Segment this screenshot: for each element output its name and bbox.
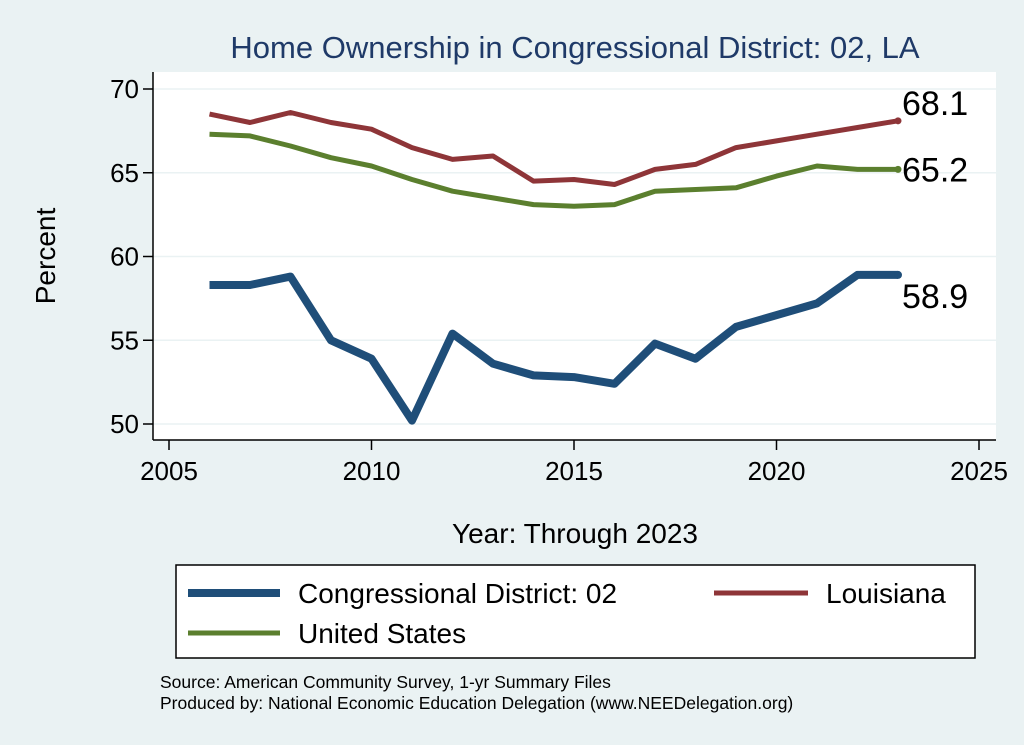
- legend-item-us: United States: [188, 618, 466, 649]
- end-label-district: 58.9: [902, 278, 968, 316]
- x-tick-label: 2015: [545, 456, 603, 486]
- x-axis-label: Year: Through 2023: [452, 518, 698, 549]
- axis-ticks: 50 55 60 65 70 2005 2010 2015 2020 2025: [110, 74, 1008, 486]
- x-tick-label: 2005: [140, 456, 198, 486]
- series-lines: [208, 110, 902, 425]
- grid-lines: [153, 88, 996, 425]
- y-tick-label: 50: [110, 409, 139, 439]
- chart-title: Home Ownership in Congressional District…: [230, 30, 919, 65]
- y-tick-label: 55: [110, 325, 139, 355]
- legend-box: [175, 564, 976, 659]
- end-label-louisiana: 68.1: [902, 85, 968, 123]
- source-line-2: Produced by: National Economic Education…: [160, 693, 793, 713]
- y-tick-label: 70: [110, 74, 139, 104]
- y-axis-label: Percent: [30, 208, 61, 305]
- series-line-us: [209, 131, 898, 209]
- x-tick-label: 2020: [748, 456, 806, 486]
- end-point-district: [894, 270, 902, 279]
- legend-item-district: Congressional District: 02: [188, 578, 617, 609]
- legend-item-louisiana: Louisiana: [714, 578, 946, 609]
- series-line-louisiana: [208, 110, 899, 187]
- end-label-us: 65.2: [902, 151, 968, 189]
- y-tick-label: 65: [110, 158, 139, 188]
- series-line-district: [209, 270, 898, 425]
- legend-label-us: United States: [298, 618, 466, 649]
- legend-label-louisiana: Louisiana: [826, 578, 946, 609]
- x-tick-label: 2010: [343, 456, 401, 486]
- end-point-louisiana: [894, 117, 902, 125]
- end-labels: 65.2 68.1 58.9: [902, 85, 968, 316]
- y-tick-label: 60: [110, 242, 139, 272]
- legend-label-district: Congressional District: 02: [298, 578, 617, 609]
- x-tick-label: 2025: [950, 456, 1008, 486]
- source-line-1: Source: American Community Survey, 1-yr …: [160, 672, 611, 692]
- end-point-us: [894, 165, 902, 173]
